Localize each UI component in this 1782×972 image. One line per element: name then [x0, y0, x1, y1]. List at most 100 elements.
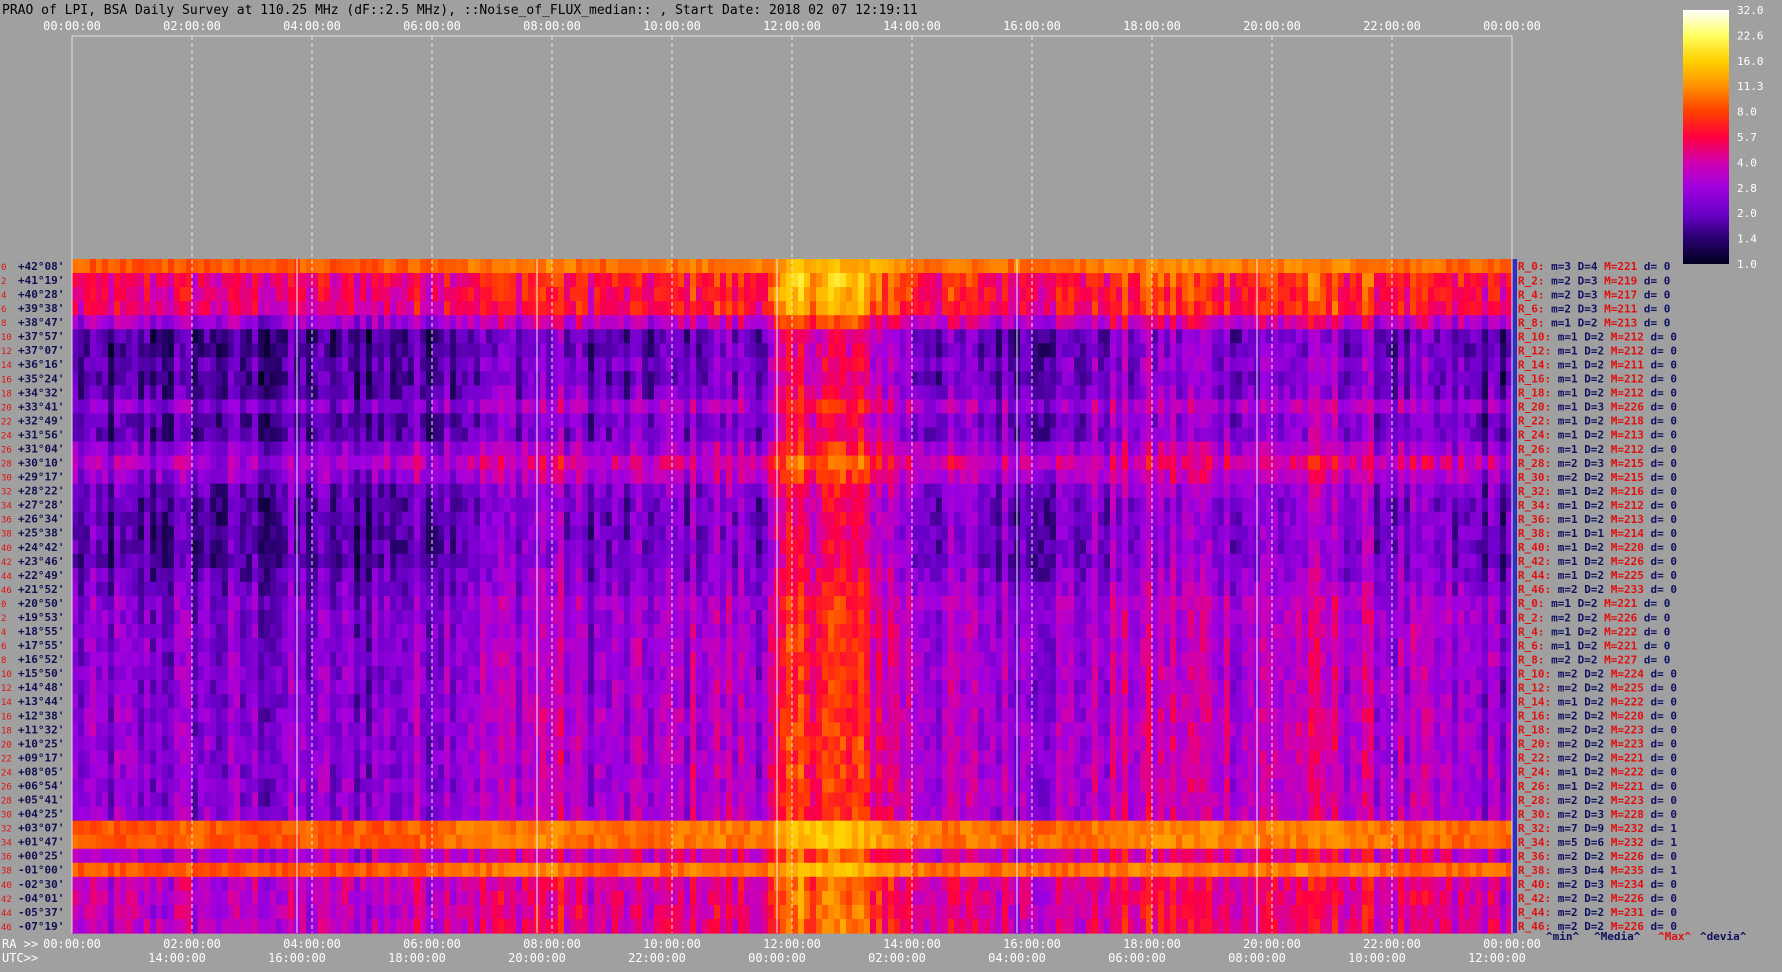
heat-cell	[924, 357, 931, 372]
heat-cell	[816, 385, 823, 401]
heat-cell	[630, 301, 637, 316]
heat-cell	[126, 287, 133, 302]
heat-cell	[1302, 497, 1309, 513]
heat-cell	[858, 483, 865, 499]
heat-cell	[1416, 441, 1423, 457]
heat-cell	[264, 315, 271, 330]
heat-cell	[282, 399, 289, 415]
heat-cell	[198, 497, 205, 513]
heat-cell	[1002, 525, 1009, 541]
heat-cell	[1386, 273, 1393, 288]
heat-cell	[510, 469, 517, 485]
heat-cell	[738, 455, 745, 471]
heat-cell	[630, 399, 637, 415]
heat-cell	[780, 539, 787, 555]
heat-cell	[1038, 413, 1045, 429]
heat-cell	[372, 455, 379, 471]
heat-cell	[108, 469, 115, 485]
heat-cell	[1362, 441, 1369, 457]
heat-cell	[864, 301, 871, 316]
heat-cell	[144, 371, 151, 386]
heat-cell	[1452, 455, 1459, 471]
heat-cell	[300, 273, 307, 288]
heat-cell	[1296, 385, 1303, 401]
heat-cell	[1224, 539, 1231, 555]
heat-cell	[1200, 413, 1207, 429]
heat-cell	[1050, 539, 1057, 555]
heat-cell	[210, 455, 217, 471]
heat-cell	[1404, 427, 1411, 443]
heat-cell	[252, 399, 259, 415]
heat-cell	[1122, 259, 1129, 274]
heat-cell	[1428, 483, 1435, 499]
heat-cell	[1110, 511, 1117, 527]
heat-cell	[1398, 273, 1405, 288]
heat-cell	[852, 399, 859, 415]
heat-cell	[984, 385, 991, 401]
heat-cell	[1452, 357, 1459, 372]
heat-cell	[270, 315, 277, 330]
heat-cell	[1224, 427, 1231, 443]
heat-cell	[690, 441, 697, 457]
heat-cell	[96, 483, 103, 499]
heat-cell	[876, 483, 883, 499]
heat-cell	[708, 357, 715, 372]
heat-cell	[1146, 287, 1153, 302]
heat-cell	[834, 483, 841, 499]
heat-cell	[1314, 315, 1321, 330]
heat-cell	[1482, 399, 1489, 415]
heat-cell	[366, 455, 373, 471]
heat-cell	[222, 287, 229, 302]
heat-cell	[738, 539, 745, 555]
heat-cell	[372, 497, 379, 513]
heat-cell	[648, 455, 655, 471]
heat-cell	[1470, 427, 1477, 443]
heat-cell	[966, 385, 973, 401]
heat-cell	[486, 539, 493, 555]
heat-cell	[810, 539, 817, 555]
heat-cell	[468, 427, 475, 443]
heat-cell	[312, 385, 319, 401]
heat-cell	[258, 357, 265, 372]
heat-cell	[1374, 385, 1381, 401]
heat-cell	[648, 413, 655, 429]
heat-cell	[252, 511, 259, 527]
heat-cell	[750, 399, 757, 415]
heat-cell	[1386, 357, 1393, 372]
heat-cell	[474, 385, 481, 401]
heat-cell	[1410, 273, 1417, 288]
heat-cell	[456, 343, 463, 358]
heat-cell	[978, 371, 985, 386]
heat-cell	[840, 371, 847, 386]
heat-cell	[366, 287, 373, 302]
heat-cell	[330, 385, 337, 401]
heat-cell	[1482, 371, 1489, 386]
heat-cell	[1392, 497, 1399, 513]
heat-cell	[1158, 399, 1165, 415]
heat-cell	[198, 371, 205, 386]
heat-cell	[240, 413, 247, 429]
heat-cell	[1176, 469, 1183, 485]
heat-cell	[918, 511, 925, 527]
heat-cell	[1212, 357, 1219, 372]
heat-cell	[402, 301, 409, 316]
heat-cell	[582, 301, 589, 316]
heat-cell	[888, 287, 895, 302]
heat-cell	[864, 413, 871, 429]
heat-cell	[378, 273, 385, 288]
heat-cell	[1224, 497, 1231, 513]
heat-cell	[588, 469, 595, 485]
heat-cell	[1218, 329, 1225, 344]
heat-cell	[156, 497, 163, 513]
heat-cell	[1092, 273, 1099, 288]
heat-cell	[510, 301, 517, 316]
heat-cell	[1506, 399, 1513, 415]
heat-cell	[966, 357, 973, 372]
heat-cell	[1194, 273, 1201, 288]
heat-cell	[306, 427, 313, 443]
heat-cell	[678, 371, 685, 386]
heat-cell	[192, 469, 199, 485]
heat-cell	[924, 301, 931, 316]
heat-cell	[480, 539, 487, 555]
heat-cell	[1056, 371, 1063, 386]
